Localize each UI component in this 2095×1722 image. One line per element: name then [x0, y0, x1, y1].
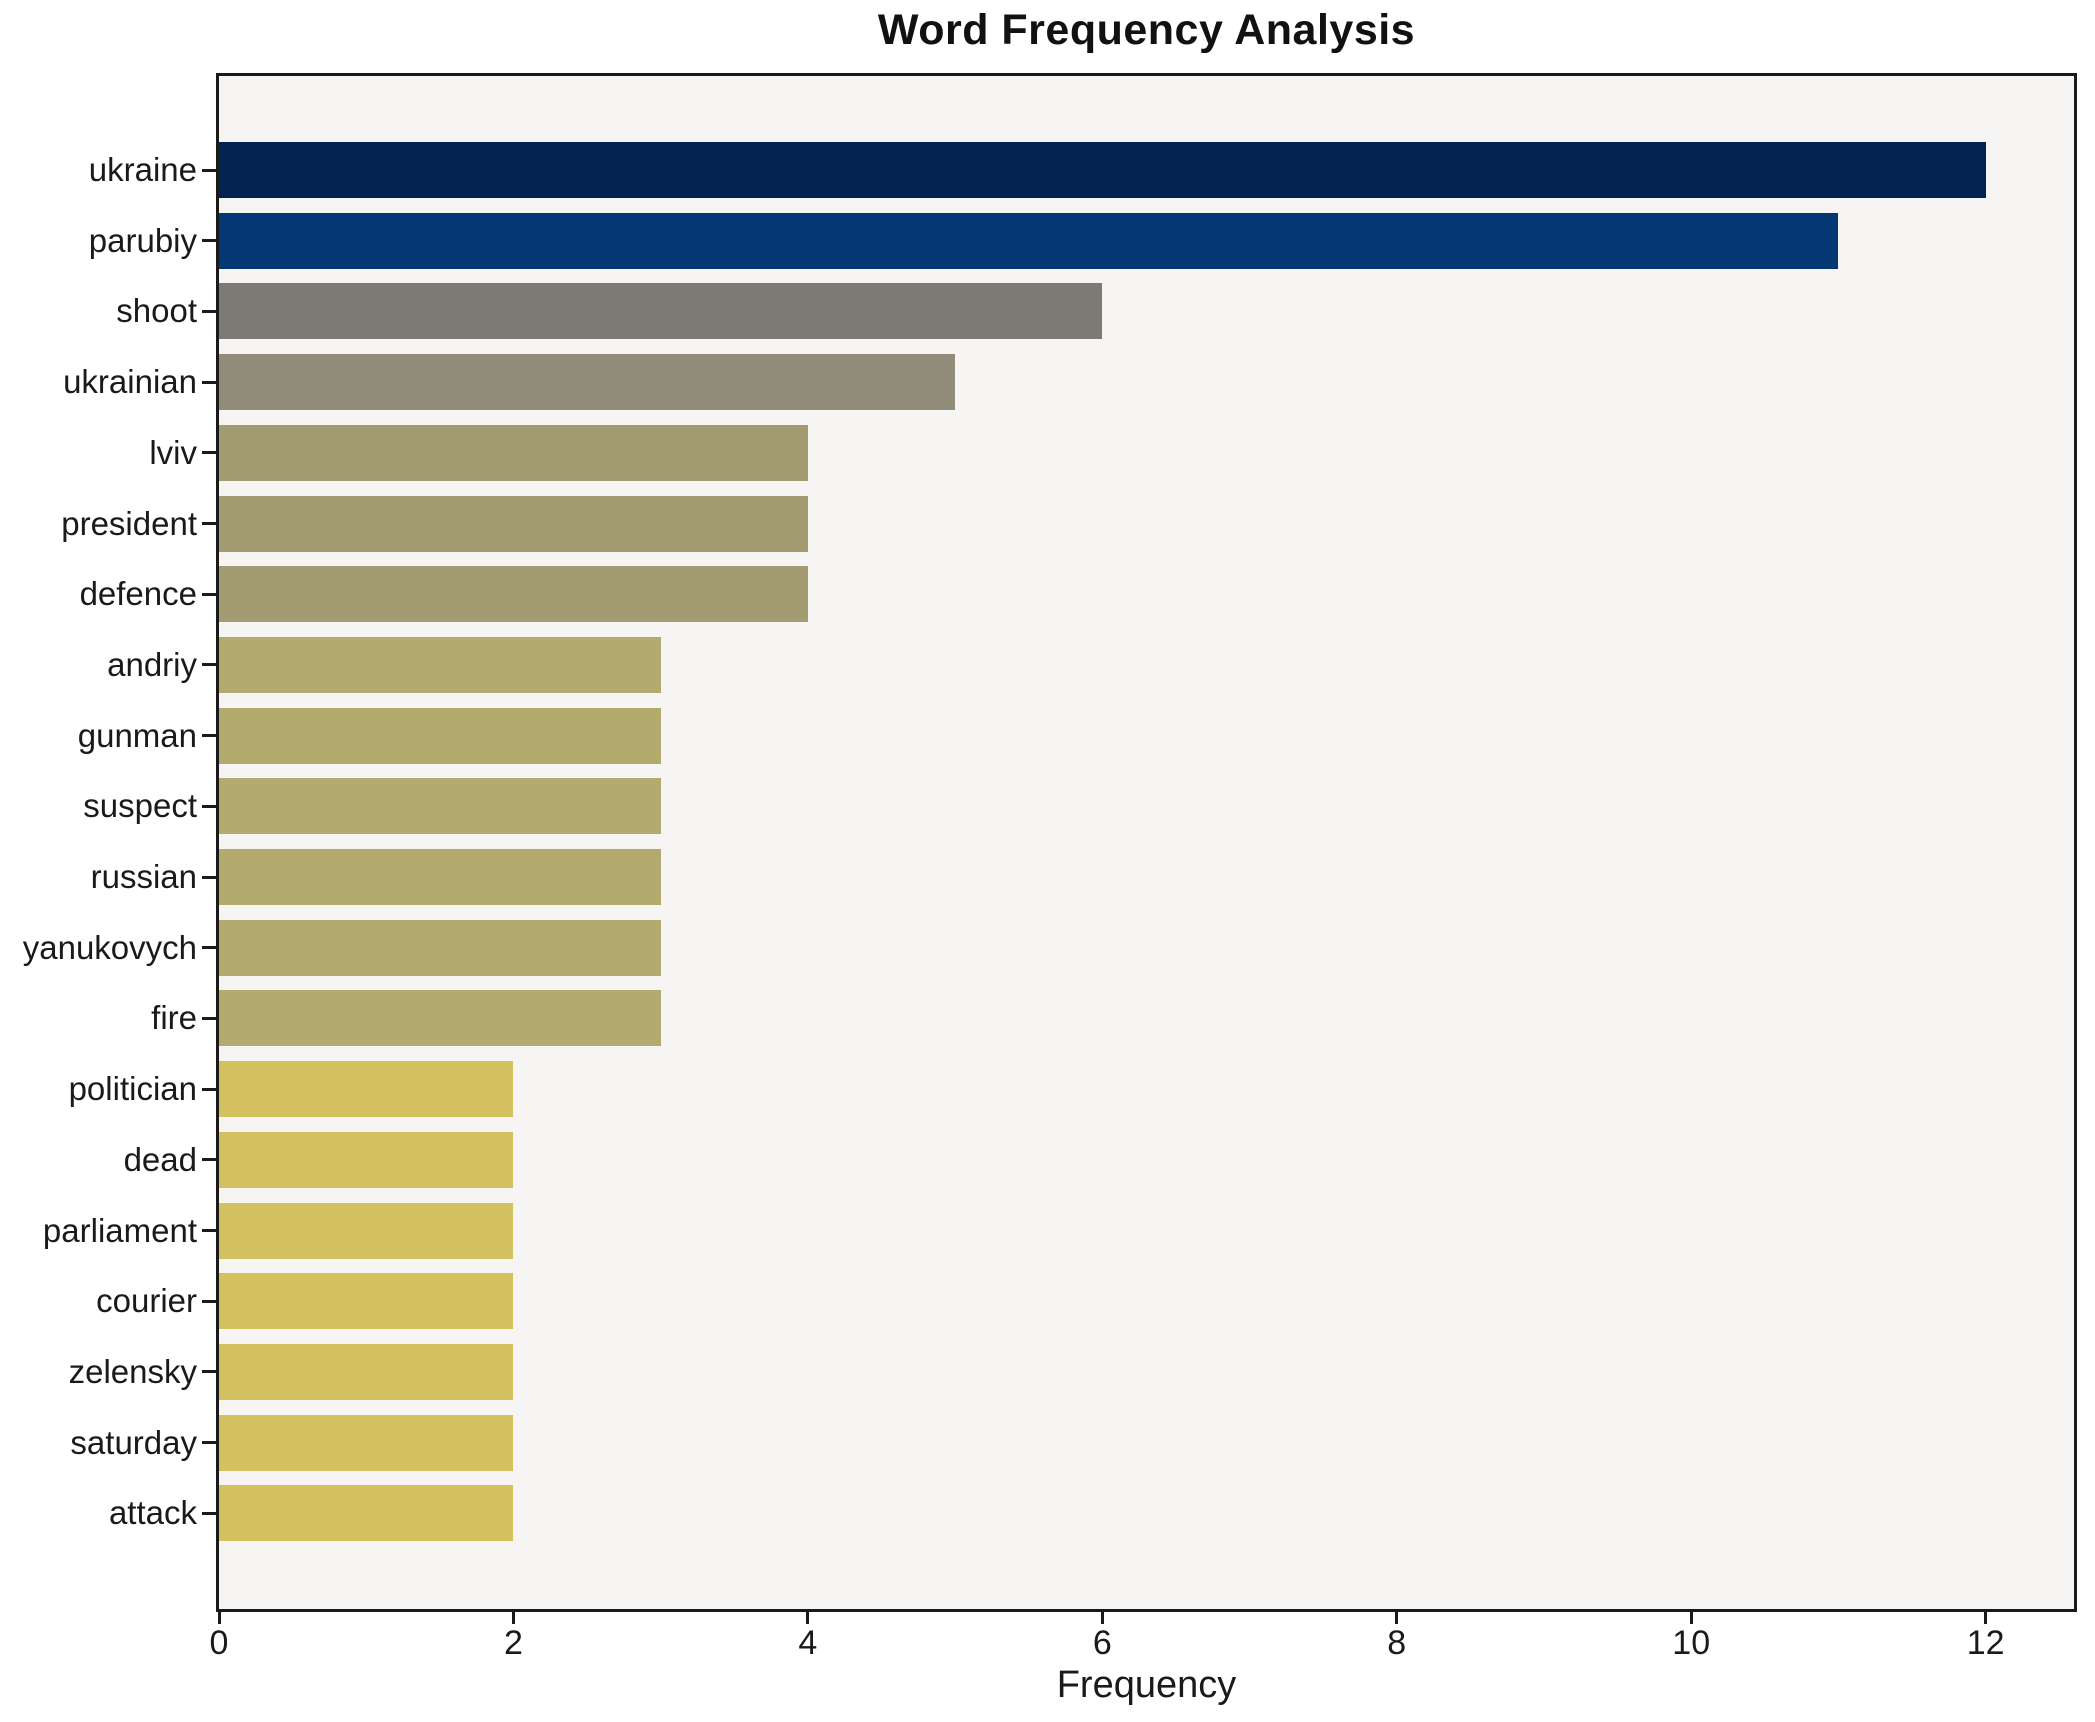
x-tick-label-4: 4	[798, 1624, 818, 1662]
y-tick-label-zelensky: zelensky	[68, 1352, 197, 1390]
bar-parubiy	[219, 212, 1838, 269]
y-tick-label-dead: dead	[123, 1140, 197, 1178]
y-tick-mark	[202, 1511, 216, 1515]
y-tick-label-parubiy: parubiy	[88, 221, 197, 259]
x-tick-mark	[806, 1612, 810, 1624]
y-tick-label-ukrainian: ukrainian	[63, 363, 197, 401]
bar-andriy	[219, 636, 661, 693]
y-tick-mark	[202, 1087, 216, 1091]
bar-suspect	[219, 778, 661, 835]
bar-zelensky	[219, 1343, 513, 1400]
bar-gunman	[219, 707, 661, 764]
y-tick-label-russian: russian	[90, 858, 197, 895]
plot-area	[216, 73, 2077, 1612]
x-tick-label-10: 10	[1672, 1624, 1711, 1662]
bar-fire	[219, 990, 661, 1047]
chart-title: Word Frequency Analysis	[877, 6, 1416, 54]
x-tick-label-12: 12	[1966, 1624, 2005, 1662]
bar-courier	[219, 1273, 513, 1330]
x-axis-label: Frequency	[1056, 1664, 1237, 1706]
x-tick-mark	[1100, 1612, 1104, 1624]
y-tick-mark	[202, 1370, 216, 1374]
y-tick-mark	[202, 1016, 216, 1020]
x-tick-mark	[1984, 1612, 1988, 1624]
y-tick-mark	[202, 239, 216, 243]
bar-saturday	[219, 1414, 513, 1471]
y-tick-label-attack: attack	[108, 1494, 197, 1532]
bar-lviv	[219, 424, 808, 481]
y-tick-mark	[202, 734, 216, 738]
x-tick-label-6: 6	[1092, 1624, 1112, 1662]
x-tick-mark	[1689, 1612, 1693, 1624]
y-tick-mark	[202, 663, 216, 667]
x-tick-mark	[1395, 1612, 1399, 1624]
y-tick-mark	[202, 451, 216, 455]
y-tick-mark	[202, 522, 216, 525]
x-tick-label-8: 8	[1387, 1624, 1407, 1662]
bar-parliament	[219, 1202, 513, 1259]
bar-yanukovych	[219, 919, 661, 976]
bar-attack	[219, 1485, 513, 1542]
y-tick-label-defence: defence	[79, 575, 197, 613]
bar-russian	[219, 849, 661, 905]
x-tick-mark	[511, 1612, 515, 1624]
y-tick-label-ukraine: ukraine	[88, 151, 197, 188]
bar-dead	[219, 1131, 513, 1188]
y-tick-label-courier: courier	[96, 1282, 197, 1320]
x-tick-label-2: 2	[503, 1624, 523, 1662]
y-tick-label-gunman: gunman	[77, 716, 197, 754]
y-tick-label-andriy: andriy	[107, 645, 197, 683]
bar-defence	[219, 566, 808, 623]
bar-ukraine	[219, 142, 1986, 198]
y-tick-label-saturday: saturday	[70, 1423, 197, 1461]
y-tick-label-fire: fire	[151, 999, 197, 1037]
y-tick-mark	[202, 804, 216, 808]
y-tick-mark	[202, 1158, 216, 1162]
y-tick-label-suspect: suspect	[83, 787, 197, 825]
y-tick-mark	[202, 592, 216, 596]
x-tick-label-0: 0	[209, 1624, 229, 1662]
y-tick-label-yanukovych: yanukovych	[22, 928, 197, 966]
y-tick-label-politician: politician	[68, 1070, 197, 1108]
y-tick-label-president: president	[61, 504, 197, 542]
y-tick-mark	[202, 1299, 216, 1303]
y-tick-mark	[202, 168, 216, 172]
bar-shoot	[219, 283, 1102, 340]
y-tick-mark	[202, 875, 216, 879]
y-tick-label-parliament: parliament	[42, 1211, 197, 1249]
x-tick-mark	[217, 1612, 221, 1624]
bar-president	[219, 495, 808, 552]
y-tick-label-shoot: shoot	[116, 292, 197, 330]
bar-ukrainian	[219, 354, 955, 411]
y-tick-mark	[202, 1229, 216, 1232]
y-tick-mark	[202, 380, 216, 384]
y-tick-label-lviv: lviv	[149, 433, 197, 471]
bar-politician	[219, 1061, 513, 1118]
y-tick-mark	[202, 1441, 216, 1445]
y-tick-mark	[202, 309, 216, 313]
y-tick-mark	[202, 946, 216, 950]
